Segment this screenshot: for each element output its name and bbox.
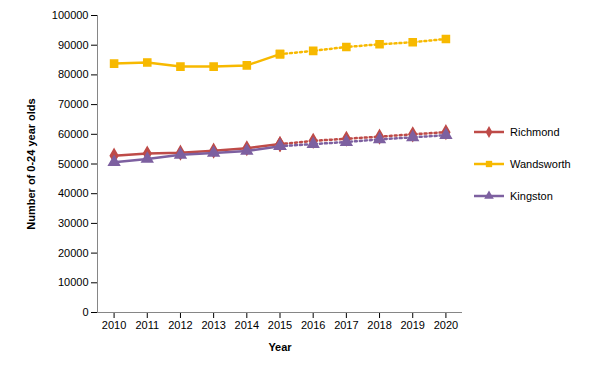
svg-text:2020: 2020 — [434, 319, 458, 331]
svg-text:90000: 90000 — [58, 39, 89, 51]
svg-text:60000: 60000 — [58, 128, 89, 140]
svg-text:80000: 80000 — [58, 68, 89, 80]
svg-text:2014: 2014 — [235, 319, 259, 331]
svg-text:0: 0 — [82, 306, 88, 318]
svg-text:2012: 2012 — [168, 319, 192, 331]
svg-text:2017: 2017 — [334, 319, 358, 331]
html-text:Richmond: Richmond — [510, 125, 560, 138]
svg-text:2010: 2010 — [102, 319, 126, 331]
svg-text:Year: Year — [268, 341, 292, 353]
html-text:Kingston: Kingston — [510, 189, 553, 202]
svg-text:20000: 20000 — [58, 247, 89, 259]
svg-text:100000: 100000 — [52, 9, 89, 21]
svg-text:40000: 40000 — [58, 187, 89, 199]
svg-text:2013: 2013 — [201, 319, 225, 331]
svg-text:2016: 2016 — [301, 319, 325, 331]
svg-text:2011: 2011 — [135, 319, 159, 331]
svg-text:2015: 2015 — [268, 319, 292, 331]
svg-text:10000: 10000 — [58, 276, 89, 288]
svg-text:70000: 70000 — [58, 98, 89, 110]
svg-text:50000: 50000 — [58, 158, 89, 170]
svg-text:2019: 2019 — [400, 319, 424, 331]
svg-text:Number of 0-24 year olds: Number of 0-24 year olds — [25, 98, 37, 229]
svg-text:2018: 2018 — [367, 319, 391, 331]
html-text:Wandsworth: Wandsworth — [510, 157, 571, 170]
svg-text:30000: 30000 — [58, 217, 89, 229]
